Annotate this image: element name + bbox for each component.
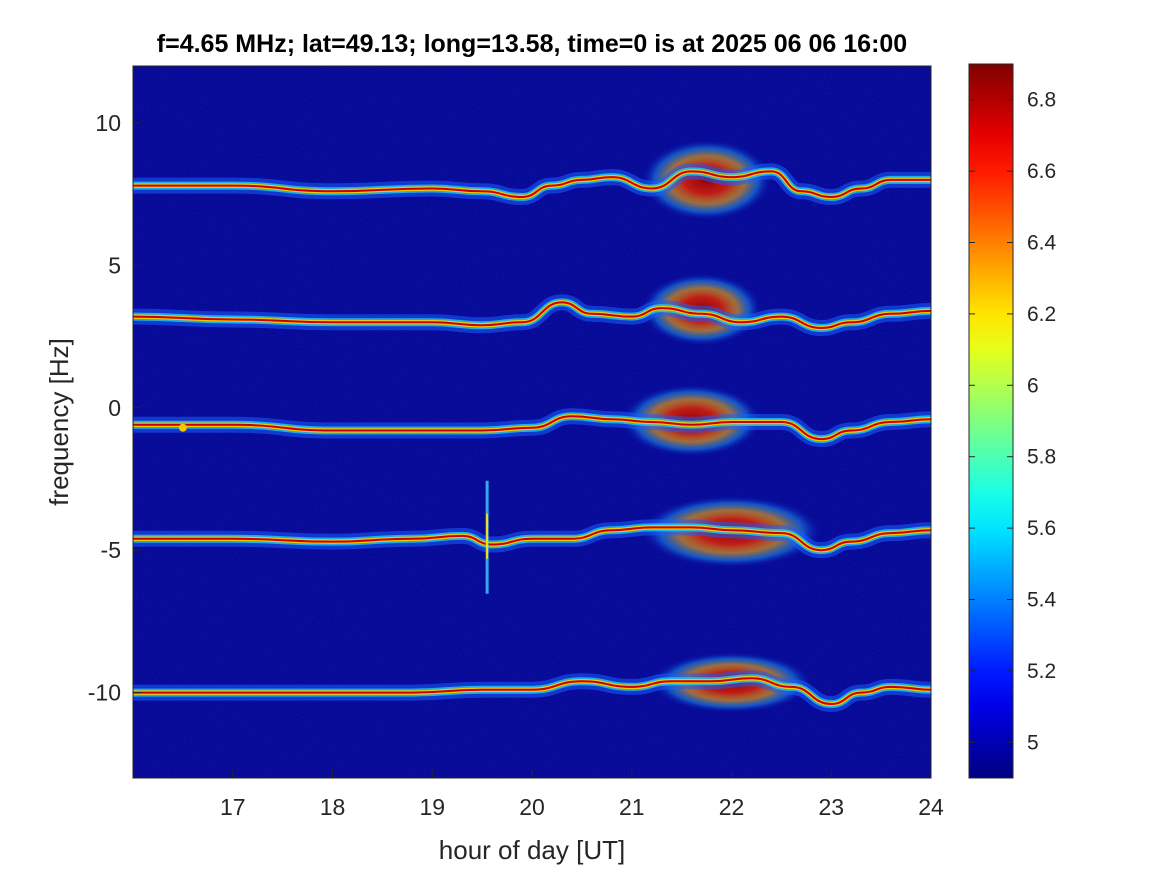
x-tick-label: 22 (719, 794, 745, 820)
colorbar-frame (968, 63, 1014, 779)
x-tick-label: 23 (818, 794, 844, 820)
colorbar-gradient (969, 64, 1013, 778)
colorbar-ticks: 5 5.2 5.4 5.6 5.8 6 6.2 6.4 6.6 6.8 (969, 89, 1057, 754)
y-axis-label: frequency [Hz] (44, 338, 74, 506)
colorbar: 5 5.2 5.4 5.6 5.8 6 6.2 6.4 6.6 6.8 (968, 63, 1057, 779)
echo-trace (133, 163, 931, 206)
colorbar-tick-label: 6.2 (1027, 303, 1056, 326)
echo-trace (133, 408, 931, 448)
trace-core (133, 415, 931, 441)
y-tick-label: -10 (88, 680, 121, 706)
plot-area (133, 66, 931, 778)
x-axis-label: hour of day [UT] (439, 835, 625, 865)
x-tick-label: 20 (519, 794, 545, 820)
trace-core (133, 526, 931, 552)
colorbar-tick-label: 5.2 (1027, 660, 1056, 683)
colorbar-tick-label: 5.4 (1027, 589, 1057, 612)
colorbar-tick-label: 6.8 (1027, 89, 1056, 112)
x-axis-ticks: 17 18 19 20 21 22 23 24 (220, 770, 944, 820)
x-tick-label: 17 (220, 794, 246, 820)
x-tick-label: 24 (918, 794, 944, 820)
colorbar-tick-label: 6.6 (1027, 160, 1056, 183)
x-tick-label: 18 (320, 794, 346, 820)
echo-trace (133, 519, 931, 559)
chart-title: f=4.65 MHz; lat=49.13; long=13.58, time=… (157, 30, 907, 58)
colorbar-tick-label: 5 (1027, 731, 1039, 754)
x-tick-label: 19 (419, 794, 445, 820)
y-tick-label: 0 (108, 395, 121, 421)
y-axis-ticks: -10 -5 0 5 10 (88, 110, 141, 706)
echo-traces (133, 163, 931, 713)
y-tick-label: 5 (108, 252, 121, 278)
trace-core (133, 301, 931, 330)
trace-core (133, 677, 931, 706)
echo-trace (133, 670, 931, 713)
trace-features (178, 423, 489, 594)
trace-core (133, 170, 931, 199)
echo-trace (133, 294, 931, 337)
trace-feature (178, 423, 187, 432)
colorbar-tick-label: 5.6 (1027, 517, 1056, 540)
colorbar-tick-label: 5.8 (1027, 446, 1056, 469)
colorbar-tick-label: 6.4 (1027, 232, 1057, 255)
x-tick-label: 21 (619, 794, 645, 820)
y-tick-label: -5 (101, 537, 121, 563)
colorbar-tick-label: 6 (1027, 374, 1039, 397)
y-tick-label: 10 (95, 110, 121, 136)
